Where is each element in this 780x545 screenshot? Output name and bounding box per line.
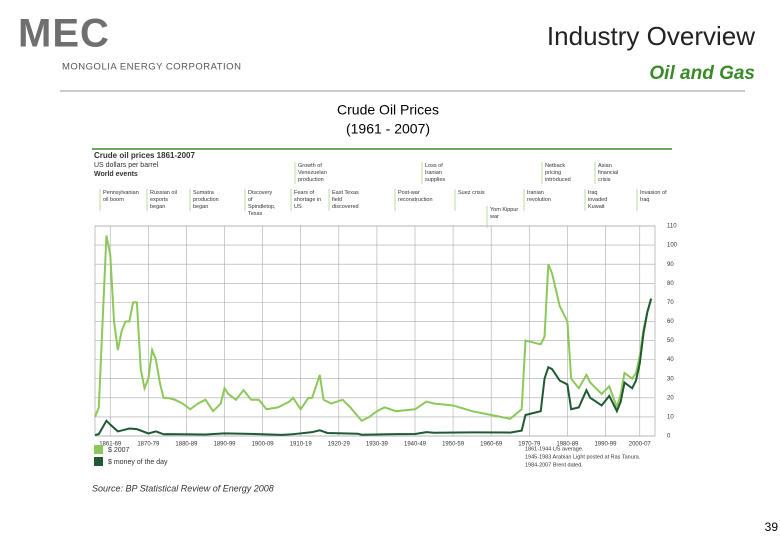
logo: MEC bbox=[18, 12, 110, 56]
events-heading: World events bbox=[94, 171, 138, 178]
page-number: 39 bbox=[765, 520, 779, 534]
x-tick-label: 1861-69 bbox=[99, 442, 122, 448]
heading: (1961 - 2007) bbox=[346, 121, 430, 137]
event-annotation: Sumatra production began bbox=[193, 190, 219, 210]
event-annotation: Netback pricing introduced bbox=[545, 163, 571, 183]
x-tick-label: 1920-29 bbox=[328, 442, 351, 448]
y-tick-label: 90 bbox=[667, 262, 674, 268]
x-tick-label: 1940-49 bbox=[404, 442, 427, 448]
legend-label: $ money of the day bbox=[108, 459, 168, 466]
x-tick-label: 1900-09 bbox=[252, 442, 275, 448]
legend-swatch bbox=[94, 457, 103, 466]
event-annotation: Fears of shortage in US bbox=[294, 190, 321, 210]
note: 1945-1983 Arabian Light posted at Ras Ta… bbox=[525, 454, 641, 460]
x-tick-label: 1930-39 bbox=[366, 442, 389, 448]
event-annotation: Iranian revolution bbox=[527, 190, 551, 203]
event-annotation: Loss of Iranian supplies bbox=[425, 163, 445, 183]
x-tick-label: 1980-89 bbox=[556, 442, 579, 448]
x-tick-label: 1890-99 bbox=[214, 442, 237, 448]
legend-label: $ 2007 bbox=[108, 447, 130, 454]
x-tick-label: 2000-07 bbox=[629, 442, 652, 448]
y-tick-label: 30 bbox=[667, 376, 674, 382]
note: 1984-2007 Brent dated. bbox=[525, 462, 583, 468]
y-tick-label: 10 bbox=[667, 414, 674, 420]
y-tick-label: 20 bbox=[667, 395, 674, 401]
event-annotation: Pennsylvanian oil boom bbox=[103, 190, 139, 203]
y-tick-label: 60 bbox=[667, 319, 674, 325]
x-tick-label: 1960-69 bbox=[480, 442, 503, 448]
y-tick-label: 80 bbox=[667, 281, 674, 287]
slide-subtitle: Oil and Gas bbox=[649, 63, 755, 84]
y-tick-label: 40 bbox=[667, 357, 674, 363]
slide-title: Industry Overview bbox=[547, 21, 755, 51]
event-annotation: Asian financial crisis bbox=[598, 163, 618, 183]
data-line bbox=[94, 298, 653, 437]
event-annotation: Growth of Venezuelan production bbox=[298, 163, 327, 183]
y-tick-label: 50 bbox=[667, 338, 674, 344]
x-tick-label: 1880-89 bbox=[175, 442, 198, 448]
x-tick-label: 1990-99 bbox=[594, 442, 617, 448]
x-tick-label: 1910-19 bbox=[290, 442, 313, 448]
y-tick-label: 0 bbox=[667, 434, 671, 440]
chart-subtitle: US dollars per barrel bbox=[94, 162, 159, 169]
y-tick-label: 100 bbox=[667, 243, 678, 249]
source: Source: BP Statistical Review of Energy … bbox=[92, 483, 274, 493]
data-line bbox=[94, 235, 653, 422]
plot-area bbox=[94, 225, 656, 437]
heading: Crude Oil Prices bbox=[337, 102, 439, 118]
y-tick-label: 70 bbox=[667, 300, 674, 306]
event-annotation: Iraq invaded Kuwait bbox=[588, 190, 607, 210]
y-tick-label: 110 bbox=[667, 224, 677, 230]
event-annotation: Russian oil exports began bbox=[150, 190, 177, 210]
event-annotation: Discovery of Spindletop, Texas bbox=[248, 190, 276, 217]
x-tick-label: 1970-79 bbox=[518, 442, 541, 448]
x-tick-label: 1870-79 bbox=[137, 442, 160, 448]
company-name: MONGOLIA ENERGY CORPORATION bbox=[62, 62, 241, 73]
x-tick-label: 1950-59 bbox=[442, 442, 465, 448]
legend-swatch bbox=[94, 445, 103, 454]
event-annotation: Yom Kippur war bbox=[489, 207, 518, 220]
event-annotation: Post-war reconstruction bbox=[398, 190, 433, 203]
event-annotation: Suez crisis bbox=[458, 190, 485, 196]
event-annotation: Invasion of Iraq bbox=[640, 190, 667, 203]
event-annotation: East Texas field discovered bbox=[332, 190, 359, 210]
chart-title: Crude oil prices 1861-2007 bbox=[94, 151, 195, 160]
note: 1861-1944 US average. bbox=[525, 446, 584, 452]
